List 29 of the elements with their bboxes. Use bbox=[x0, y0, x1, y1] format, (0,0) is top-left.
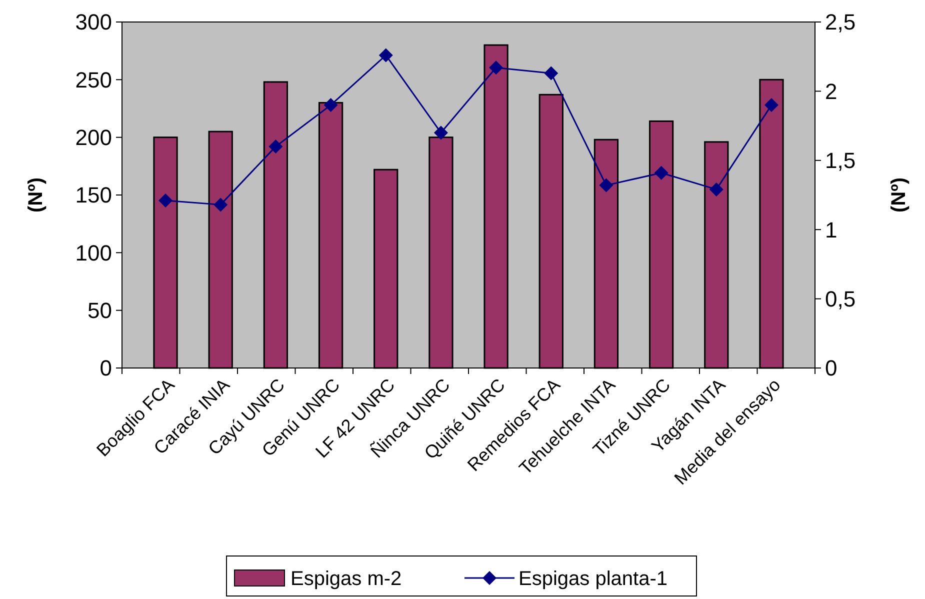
legend-label: Espigas m-2 bbox=[290, 568, 402, 590]
y-tick-label: 200 bbox=[75, 125, 112, 150]
y-tick-label: 150 bbox=[75, 182, 112, 208]
point bbox=[654, 166, 668, 180]
point bbox=[434, 126, 448, 140]
y2-tick-label: 0 bbox=[825, 356, 838, 381]
point bbox=[489, 60, 504, 75]
y-tick-label: 50 bbox=[88, 298, 112, 324]
y2-tick-label: 1 bbox=[825, 217, 838, 242]
point bbox=[324, 98, 338, 112]
point bbox=[544, 66, 558, 80]
y-tick-label: 300 bbox=[75, 10, 112, 35]
y-tick-label: 0 bbox=[100, 356, 112, 381]
point bbox=[709, 182, 724, 196]
point bbox=[378, 48, 393, 62]
point bbox=[599, 178, 614, 192]
y2-tick-label: 1,5 bbox=[825, 148, 856, 174]
y2-tick-label: 2 bbox=[825, 78, 838, 104]
point bbox=[268, 140, 283, 154]
point bbox=[158, 194, 173, 208]
legend-label: Espigas planta-1 bbox=[518, 568, 668, 590]
y2-tick-label: 2,5 bbox=[825, 10, 856, 35]
y-tick-label: 100 bbox=[75, 240, 112, 266]
point bbox=[214, 198, 228, 212]
point bbox=[764, 98, 778, 112]
y2-axis-title: (Nº) bbox=[888, 177, 910, 213]
y2-tick-label: 0,5 bbox=[825, 286, 856, 312]
y-axis-title: (Nº) bbox=[25, 177, 47, 213]
y-tick-label: 250 bbox=[75, 67, 112, 92]
